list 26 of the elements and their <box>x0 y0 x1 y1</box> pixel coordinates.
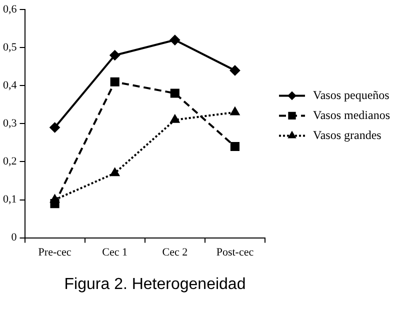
x-tick-label: Cec 2 <box>162 246 188 258</box>
y-tick-label: 0 <box>11 232 18 244</box>
y-tick-label: 0,6 <box>3 3 18 16</box>
point <box>110 50 120 60</box>
y-tick-label: 0,5 <box>3 42 18 54</box>
point <box>170 114 180 123</box>
point <box>110 77 120 86</box>
text: Figura 2. Heterogeneidad <box>63 276 247 294</box>
point <box>50 194 60 203</box>
point <box>230 65 240 76</box>
y-tick-label: 0,1 <box>3 194 17 206</box>
x-tick-label: Post-cec <box>216 246 254 258</box>
point <box>170 88 180 98</box>
legend-label: Vasos pequeños <box>313 88 390 102</box>
y-tick-label: 0,3 <box>3 118 18 130</box>
legend-label: Vasos medianos <box>313 108 390 122</box>
x-tick-label: Cec 1 <box>102 246 128 258</box>
point <box>50 122 60 133</box>
x-tick-label: Pre-cec <box>38 246 72 258</box>
legend-label: Vasos grandes <box>313 128 382 142</box>
point <box>230 107 240 116</box>
y-tick-label: 0,4 <box>3 80 18 92</box>
y-tick-label: 0,2 <box>3 156 17 168</box>
point <box>110 168 120 176</box>
point <box>230 142 240 152</box>
point <box>170 35 180 46</box>
